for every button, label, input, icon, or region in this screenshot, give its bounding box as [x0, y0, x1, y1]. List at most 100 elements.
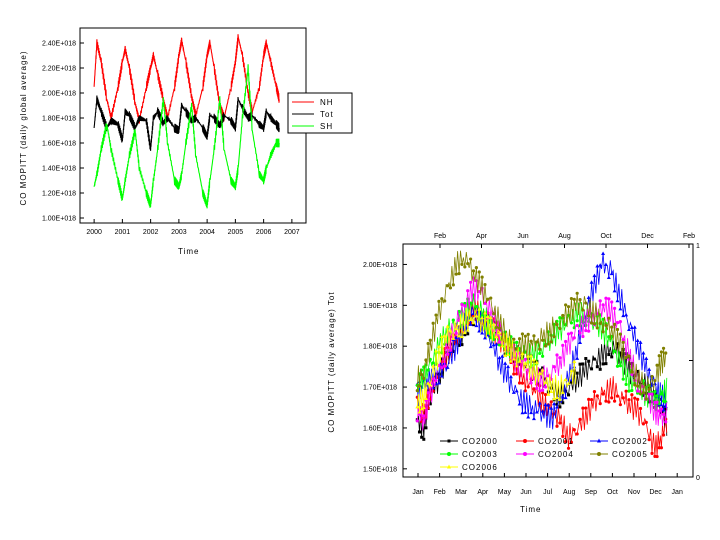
- chart2-y-tick-label: 1.70E+018: [363, 385, 397, 392]
- series-point-co2005: [618, 332, 622, 336]
- series-point-co2005: [630, 370, 634, 374]
- series-point-co2000: [463, 333, 467, 337]
- series-point-co2004: [613, 306, 617, 310]
- series-point-co2005: [661, 346, 666, 350]
- series-point-co2002: [488, 344, 493, 349]
- series-point-co2003: [541, 354, 545, 358]
- legend-label-co2004: CO2004: [538, 450, 574, 459]
- series-point-co2006: [480, 315, 485, 320]
- legend-marker-co2004: [523, 452, 527, 456]
- series-point-co2006: [508, 359, 513, 363]
- series-point-co2004: [529, 381, 533, 385]
- series-point-co2006: [426, 381, 431, 385]
- series-point-co2005: [532, 334, 536, 338]
- series-point-co2005: [454, 272, 458, 276]
- chart2-x-tick-label: May: [498, 489, 512, 496]
- series-point-co2002: [454, 335, 459, 340]
- series-point-co2000: [424, 426, 428, 430]
- series-point-co2000: [630, 361, 634, 365]
- series-point-co2003: [575, 319, 579, 323]
- series-point-co2001: [543, 393, 548, 397]
- series-point-co2001: [587, 397, 591, 401]
- series-point-co2002: [609, 271, 614, 276]
- series-point-co2005: [466, 262, 470, 266]
- series-point-co2002: [589, 280, 594, 284]
- series-point-co2004: [655, 400, 659, 404]
- series-point-co2001: [636, 397, 640, 401]
- series-point-co2003: [538, 351, 542, 356]
- series-point-co2006: [442, 333, 447, 338]
- series-point-co2005: [471, 269, 476, 273]
- series-point-co2001: [526, 385, 530, 389]
- series-point-co2006: [537, 371, 542, 375]
- series-point-co2002: [497, 355, 502, 360]
- series-point-co2005: [428, 338, 432, 342]
- series-point-co2004: [460, 302, 464, 307]
- series-point-co2000: [451, 350, 455, 354]
- series-point-co2001: [630, 393, 634, 397]
- series-point-co2003: [569, 321, 574, 325]
- series-point-co2000: [518, 362, 522, 366]
- chart1-y-tick-label: 1.40E+018: [42, 166, 76, 173]
- series-point-co2000: [618, 351, 622, 355]
- series-point-co2003: [613, 349, 617, 353]
- series-point-co2000: [641, 393, 645, 397]
- series-point-co2004: [538, 389, 542, 393]
- series-point-co2005: [659, 350, 664, 354]
- series-point-co2006: [431, 364, 436, 368]
- series-point-co2006: [494, 334, 499, 339]
- series-point-co2004: [657, 409, 661, 413]
- series-point-co2002: [629, 325, 634, 330]
- series-point-co2004: [434, 378, 438, 383]
- series-point-co2001: [517, 381, 522, 385]
- chart2-x-tick-label: Jun: [520, 489, 531, 496]
- chart2-x-tick-label: Jan: [672, 489, 683, 496]
- series-point-co2004: [575, 323, 579, 328]
- series-point-co2004: [647, 392, 651, 396]
- series-point-co2005: [595, 326, 599, 330]
- series-point-co2005: [572, 297, 576, 301]
- series-point-co2004: [543, 385, 548, 389]
- chart2-right-tick-label: 1: [696, 243, 700, 250]
- series-point-co2000: [610, 355, 614, 359]
- series-point-co2006: [549, 389, 554, 393]
- series-point-co2002: [659, 402, 664, 407]
- series-point-co2004: [440, 366, 444, 370]
- series-point-co2006: [569, 368, 574, 373]
- series-point-co2005: [512, 337, 516, 341]
- series-point-co2006: [454, 326, 459, 331]
- series-point-co2000: [647, 400, 651, 404]
- series-point-co2002: [436, 380, 441, 385]
- series-point-co2000: [434, 372, 438, 376]
- series-point-co2005: [564, 303, 568, 307]
- series-point-co2005: [431, 321, 435, 325]
- chart2-x-tick-label: Sep: [585, 489, 598, 496]
- series-point-co2002: [555, 405, 559, 409]
- series-point-co2001: [604, 399, 608, 403]
- series-point-co2001: [633, 396, 637, 400]
- series-point-co2001: [558, 421, 562, 425]
- series-point-co2004: [584, 328, 588, 333]
- series-point-co2001: [659, 446, 664, 450]
- series-point-co2002: [563, 395, 568, 400]
- series-point-co2005: [624, 355, 628, 360]
- series-point-co2005: [552, 335, 556, 339]
- series-point-co2005: [610, 325, 614, 329]
- series-point-co2002: [627, 327, 631, 332]
- series-line-co2001: [416, 294, 668, 457]
- series-point-co2000: [590, 367, 594, 371]
- series-point-co2005: [440, 297, 444, 301]
- series-point-co2001: [555, 424, 559, 428]
- chart1-x-tick-label: 2007: [284, 229, 300, 236]
- series-point-co2001: [641, 422, 646, 426]
- series-point-co2000: [437, 372, 441, 376]
- series-point-co2004: [610, 300, 614, 304]
- series-point-co2000: [572, 369, 576, 373]
- series-point-co2005: [627, 354, 631, 358]
- chart2-x-tick-label: Mar: [455, 489, 468, 496]
- series-point-co2005: [581, 308, 585, 312]
- series-point-co2005: [437, 299, 441, 303]
- series-point-co2005: [615, 327, 620, 332]
- series-point-co2003: [480, 314, 484, 318]
